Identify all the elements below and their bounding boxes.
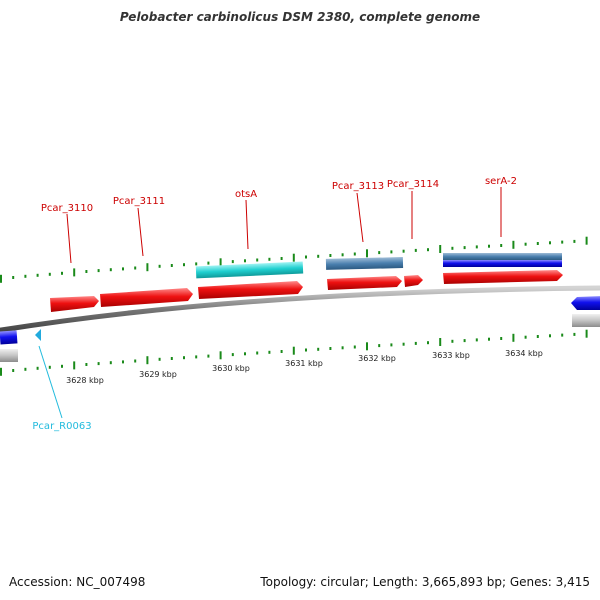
gene-arrow-pcar-3113[interactable]: [327, 276, 402, 290]
gene-label-otsa[interactable]: otsA: [235, 189, 257, 200]
gene-label-pcar-3111[interactable]: Pcar_3111: [113, 196, 165, 207]
leader-pcar-3113: [356, 192, 364, 243]
scale-label-3628: 3628 kbp: [66, 376, 104, 385]
gene-feature-bar-pcar-3113[interactable]: [325, 257, 404, 270]
rna-feature-bar-otsa[interactable]: [195, 261, 304, 279]
scale-label-3631: 3631 kbp: [285, 359, 323, 368]
scale-label-3629: 3629 kbp: [139, 370, 177, 379]
gene-arrow-pcar-3114[interactable]: [404, 275, 423, 287]
gene-arrow-sera-2[interactable]: [443, 270, 563, 284]
scale-label-3633: 3633 kbp: [432, 351, 470, 360]
scale-label-3630: 3630 kbp: [212, 364, 250, 373]
scale-label-3632: 3632 kbp: [358, 354, 396, 363]
leader-pcar-3110: [66, 213, 72, 264]
label-leader-lines: [38, 187, 502, 419]
cds-arrow-right-edge[interactable]: [571, 296, 600, 310]
leader-pcar-r0063: [38, 345, 63, 419]
rna-marker-pcar-r0063[interactable]: [35, 329, 41, 341]
map-title: Pelobacter carbinolicus DSM 2380, comple…: [119, 10, 481, 24]
footer-genome-info: Topology: circular; Length: 3,665,893 bp…: [260, 575, 590, 589]
footer-accession: Accession: NC_007498: [9, 575, 146, 589]
gene-label-pcar-3114[interactable]: Pcar_3114: [387, 179, 439, 190]
gene-label-pcar-3110[interactable]: Pcar_3110: [41, 203, 93, 214]
gene-arrow-pcar-3110[interactable]: [50, 296, 99, 312]
leader-pcar-3111: [137, 207, 144, 257]
leader-otsa: [245, 199, 249, 250]
pseudo-feature-left-edge[interactable]: [0, 349, 18, 362]
gene-arrow-otsa[interactable]: [198, 281, 303, 299]
gene-label-pcar-3113[interactable]: Pcar_3113: [332, 181, 384, 192]
scale-label-3634: 3634 kbp: [505, 349, 543, 358]
gene-arrow-pcar-3111[interactable]: [100, 288, 193, 307]
cds-feature-left-edge[interactable]: [0, 330, 18, 345]
gene-feature-bar-sera-2[interactable]: [443, 253, 562, 260]
lower-tick-marks: [0, 329, 588, 376]
pseudo-feature-right-edge[interactable]: [572, 314, 600, 327]
upper-tick-marks: [0, 236, 588, 283]
gene-label-sera-2[interactable]: serA-2: [485, 176, 517, 187]
gene-label-pcar-r0063[interactable]: Pcar_R0063: [32, 421, 91, 432]
cds-feature-bar-sera-2[interactable]: [443, 260, 562, 267]
genome-backbone: [0, 285, 600, 333]
